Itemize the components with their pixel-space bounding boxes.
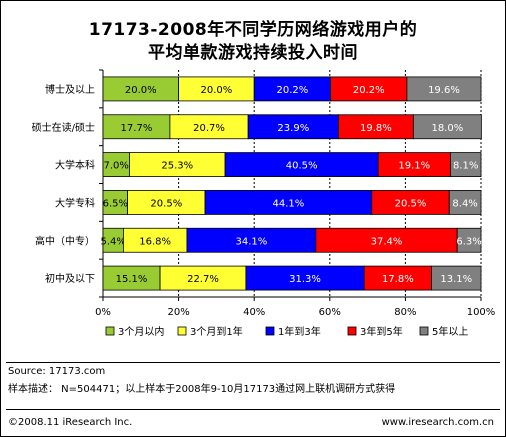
category-label: 大学本科	[55, 159, 95, 172]
data-label: 15.1%	[116, 274, 148, 285]
data-label: 31.3%	[289, 274, 321, 285]
data-label: 6.5%	[103, 198, 128, 209]
bar-segment	[406, 76, 482, 102]
legend-label: 3个月到1年	[190, 325, 243, 338]
legend-label: 5年以上	[432, 325, 468, 338]
legend-swatch	[105, 326, 115, 336]
footer-website: www.iresearch.com.cn	[381, 417, 494, 428]
bar-segment	[224, 152, 379, 177]
bar-segment	[127, 190, 206, 215]
bar-segment	[371, 190, 450, 215]
legend-label: 3年到5年	[360, 325, 403, 338]
bar-segment	[456, 227, 482, 253]
plot-area	[103, 70, 481, 297]
data-label: 8.1%	[453, 161, 478, 172]
x-tick-label: 80%	[394, 307, 416, 318]
category-label: 硕士在读/硕士	[32, 121, 95, 134]
data-label: 20.0%	[201, 85, 233, 96]
category-label: 初中及以下	[45, 272, 95, 285]
bar-segment	[377, 152, 451, 177]
bar-segment	[245, 265, 365, 291]
bar-segment	[102, 152, 130, 177]
legend-swatch	[419, 326, 429, 336]
legend-label: 1年到3年	[278, 325, 321, 338]
data-label: 13.1%	[440, 274, 472, 285]
data-label: 20.5%	[395, 198, 427, 209]
x-tick-label: 100%	[467, 307, 496, 318]
x-tick-label: 60%	[319, 307, 341, 318]
footer-source: Source: 17173.com	[8, 366, 106, 377]
data-label: 22.7%	[187, 274, 219, 285]
bar-segment	[204, 190, 373, 215]
data-label: 17.7%	[121, 123, 153, 134]
category-label: 大学专科	[55, 196, 95, 209]
bar-segment	[253, 76, 331, 102]
bar-segment	[169, 114, 249, 140]
chart-title-line2: 平均单款游戏持续投入时间	[148, 43, 358, 63]
data-label: 19.1%	[398, 161, 430, 172]
data-label: 37.4%	[371, 236, 403, 247]
data-label: 20.2%	[276, 85, 308, 96]
data-label: 17.8%	[382, 274, 414, 285]
bar-segment	[431, 265, 482, 291]
x-tick-label: 40%	[243, 307, 265, 318]
legend-swatch	[265, 326, 275, 336]
bar-segment	[102, 265, 161, 291]
bar-segment	[159, 265, 247, 291]
data-label: 7.0%	[104, 161, 129, 172]
bar-segment	[178, 76, 255, 102]
data-label: 20.2%	[353, 85, 385, 96]
bar-segment	[102, 114, 171, 140]
bar-segment	[123, 227, 188, 253]
data-label: 16.8%	[139, 236, 171, 247]
data-label: 40.5%	[286, 161, 318, 172]
data-label: 19.8%	[360, 123, 392, 134]
x-tick-label: 0%	[95, 307, 111, 318]
data-label: 20.5%	[150, 198, 182, 209]
chart-title-line1: 17173-2008年不同学历网络游戏用户的	[88, 20, 418, 40]
bar-segment	[129, 152, 226, 177]
bar-segment	[449, 152, 482, 177]
bar-segment	[412, 114, 482, 140]
bar-segment	[448, 190, 482, 215]
data-label: 23.9%	[277, 123, 309, 134]
legend-label: 3个月以内	[118, 325, 164, 338]
data-label: 5.4%	[101, 236, 126, 247]
data-label: 20.7%	[193, 123, 225, 134]
footer-divider-top	[6, 362, 500, 363]
category-label: 高中（中专）	[35, 234, 95, 247]
data-label: 8.4%	[452, 198, 477, 209]
footer-divider-bottom	[6, 409, 500, 410]
legend-swatch	[347, 326, 357, 336]
legend-swatch	[177, 326, 187, 336]
data-label: 34.1%	[235, 236, 267, 247]
x-tick-label: 20%	[167, 307, 189, 318]
data-label: 18.0%	[431, 123, 463, 134]
bar-segment	[102, 76, 179, 102]
footer-sample: 样本描述： N=504471；以上样本于2008年9-10月17173通过网上联…	[8, 384, 396, 395]
category-label: 博士及以上	[45, 83, 95, 96]
bar-segment	[186, 227, 317, 253]
data-label: 44.1%	[273, 198, 305, 209]
footer-copyright: ©2008.11 iResearch Inc.	[8, 417, 133, 428]
data-label: 20.0%	[125, 85, 157, 96]
data-label: 25.3%	[161, 161, 193, 172]
data-label: 19.6%	[428, 85, 460, 96]
bar-segment	[338, 114, 414, 140]
data-label: 6.3%	[456, 236, 481, 247]
